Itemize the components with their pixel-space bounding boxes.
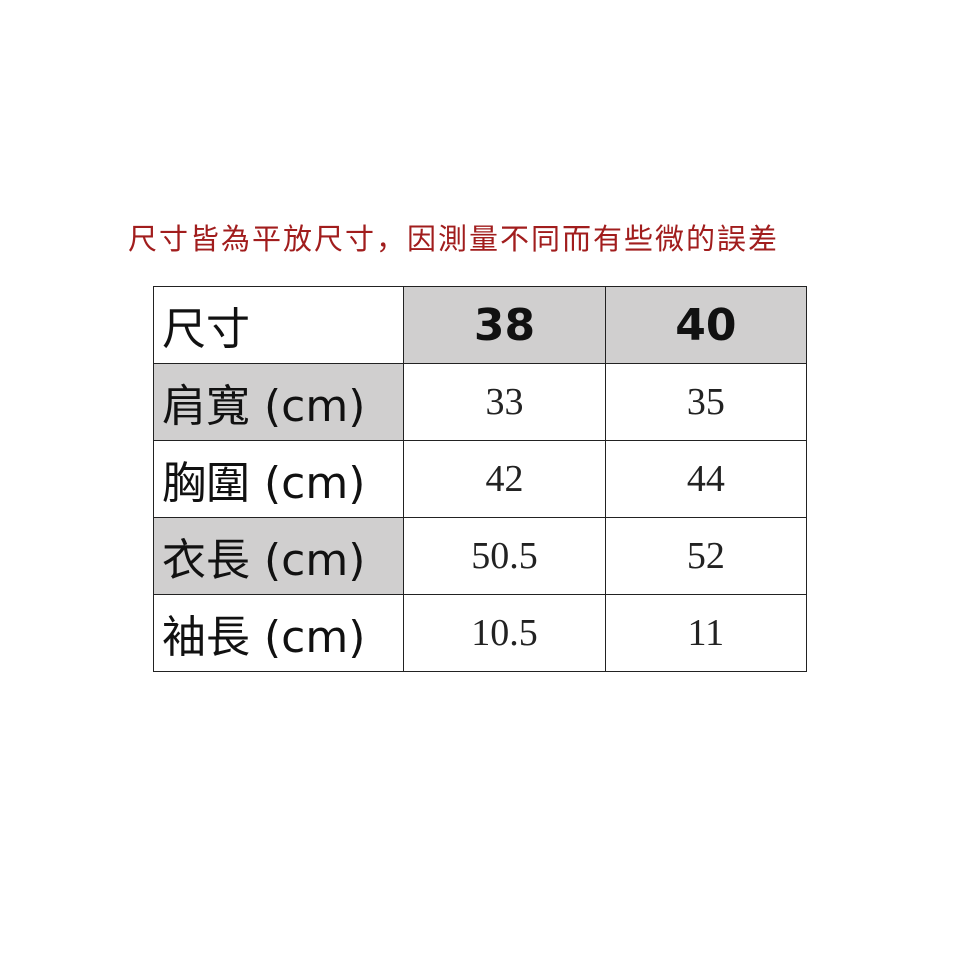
- cell-value: 10.5: [403, 594, 606, 672]
- cell-value: 33: [403, 363, 606, 441]
- table-row: 肩寬 (cm) 33 35: [152, 363, 808, 441]
- size-chart-table: 尺寸 38 40 肩寬 (cm) 33 35 胸圍 (cm) 42 44 衣長 …: [152, 286, 808, 672]
- cell-value: 52: [604, 517, 808, 595]
- cell-value: 11: [604, 594, 808, 672]
- row-label: 袖長 (cm): [152, 594, 405, 672]
- cell-value: 44: [604, 440, 808, 518]
- row-label: 肩寬 (cm): [152, 363, 405, 441]
- row-label: 胸圍 (cm): [152, 440, 405, 518]
- cell-value: 50.5: [403, 517, 606, 595]
- table-row: 袖長 (cm) 10.5 11: [152, 594, 808, 672]
- row-label: 衣長 (cm): [152, 517, 405, 595]
- header-label: 尺寸: [152, 286, 405, 364]
- cell-value: 42: [403, 440, 606, 518]
- cell-value: 35: [604, 363, 808, 441]
- header-row: 尺寸 38 40: [152, 286, 808, 364]
- size-header: 38: [403, 286, 606, 364]
- table-row: 衣長 (cm) 50.5 52: [152, 517, 808, 595]
- measurement-note: 尺寸皆為平放尺寸，因測量不同而有些微的誤差: [128, 222, 780, 256]
- table-row: 胸圍 (cm) 42 44: [152, 440, 808, 518]
- size-header: 40: [604, 286, 808, 364]
